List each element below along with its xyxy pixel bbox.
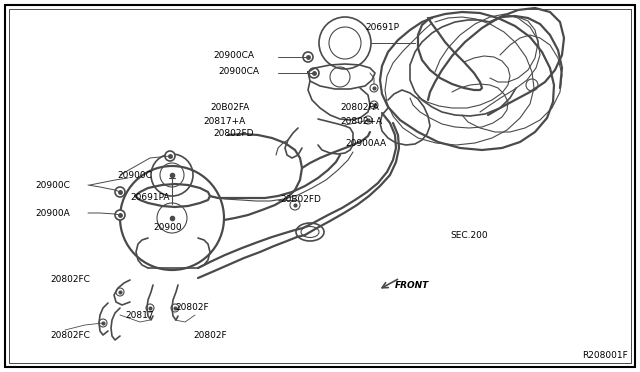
- Circle shape: [115, 187, 125, 197]
- Circle shape: [165, 151, 175, 161]
- Text: 20900AA: 20900AA: [345, 138, 386, 148]
- Text: 20900CA: 20900CA: [213, 51, 254, 60]
- Text: 20B02FD: 20B02FD: [280, 196, 321, 205]
- Circle shape: [171, 304, 179, 312]
- Circle shape: [370, 101, 378, 109]
- Text: SEC.200: SEC.200: [450, 231, 488, 240]
- Text: 20B02FA: 20B02FA: [210, 103, 249, 112]
- Text: 20900: 20900: [153, 224, 182, 232]
- Text: FRONT: FRONT: [395, 280, 429, 289]
- Circle shape: [309, 68, 319, 78]
- Text: 20802FD: 20802FD: [213, 128, 253, 138]
- Text: 20802+A: 20802+A: [340, 118, 382, 126]
- Text: 20900C: 20900C: [117, 170, 152, 180]
- Circle shape: [115, 210, 125, 220]
- Text: 20802FC: 20802FC: [50, 330, 90, 340]
- Circle shape: [364, 116, 372, 124]
- Circle shape: [116, 288, 124, 296]
- Text: 20691P: 20691P: [365, 23, 399, 32]
- Circle shape: [290, 200, 300, 210]
- Text: 20900A: 20900A: [35, 208, 70, 218]
- Text: 20802F: 20802F: [193, 330, 227, 340]
- Circle shape: [370, 84, 378, 92]
- Text: 20691PA: 20691PA: [130, 193, 170, 202]
- Text: 20817: 20817: [125, 311, 154, 320]
- Text: R208001F: R208001F: [582, 351, 628, 360]
- Text: 20802F: 20802F: [175, 304, 209, 312]
- Circle shape: [303, 52, 313, 62]
- Text: 20900CA: 20900CA: [218, 67, 259, 77]
- Text: 20817+A: 20817+A: [203, 118, 245, 126]
- Text: 20802FC: 20802FC: [50, 276, 90, 285]
- Circle shape: [99, 319, 107, 327]
- Text: 20802FA: 20802FA: [340, 103, 379, 112]
- Circle shape: [146, 304, 154, 312]
- Text: 20900C: 20900C: [35, 180, 70, 189]
